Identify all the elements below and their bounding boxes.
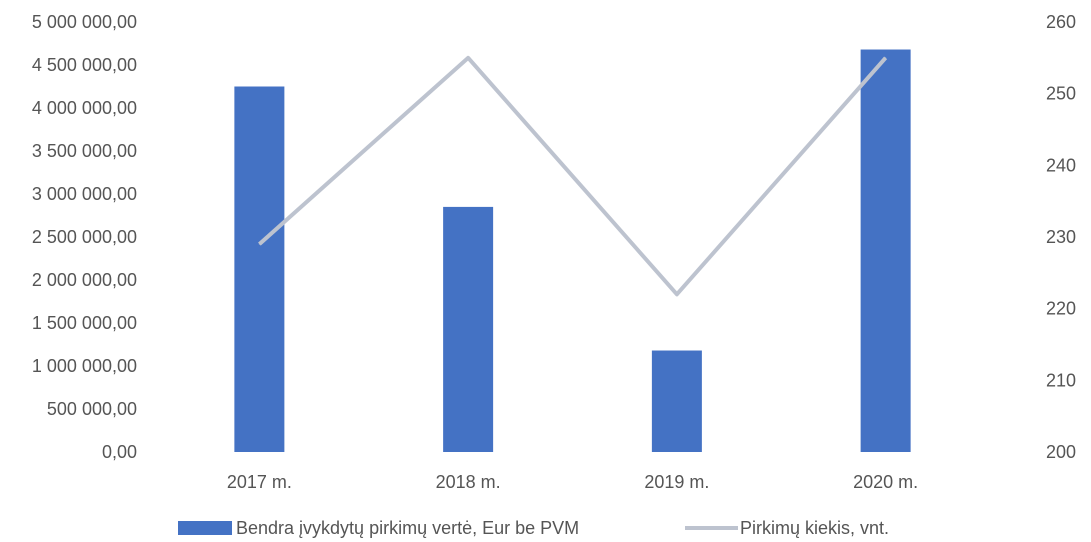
y2-tick-label: 250 (1046, 84, 1076, 104)
y-tick-label: 0,00 (102, 442, 137, 462)
category-axis-ticks: 2017 m. 2018 m. 2019 m. 2020 m. (227, 472, 918, 492)
bar (651, 350, 702, 452)
y-tick-label: 1 000 000,00 (32, 356, 137, 376)
y-tick-label: 3 500 000,00 (32, 141, 137, 161)
y2-tick-label: 260 (1046, 12, 1076, 32)
y-tick-label: 3 000 000,00 (32, 184, 137, 204)
left-axis-ticks: 0,00 500 000,00 1 000 000,00 1 500 000,00 2 … (32, 12, 137, 462)
y-tick-label: 500 000,00 (47, 399, 137, 419)
y-tick-label: 2 500 000,00 (32, 227, 137, 247)
y2-tick-label: 220 (1046, 299, 1076, 319)
bar-series (234, 49, 911, 453)
line-series (258, 55, 888, 297)
line-point (258, 243, 260, 245)
y2-tick-label: 230 (1046, 227, 1076, 247)
y-tick-label: 4 500 000,00 (32, 55, 137, 75)
legend: Bendra įvykdytų pirkimų vertė, Eur be PV… (178, 518, 889, 538)
x-tick-label: 2020 m. (853, 472, 918, 492)
line-point (676, 293, 678, 295)
x-tick-label: 2019 m. (644, 472, 709, 492)
line-point (467, 57, 469, 59)
bar (234, 86, 285, 452)
x-tick-label: 2018 m. (436, 472, 501, 492)
legend-label-bar: Bendra įvykdytų pirkimų vertė, Eur be PV… (236, 518, 579, 538)
series-line (258, 55, 888, 297)
y2-tick-label: 200 (1046, 442, 1076, 462)
y2-tick-label: 240 (1046, 155, 1076, 175)
y-tick-label: 5 000 000,00 (32, 12, 137, 32)
y2-tick-label: 210 (1046, 370, 1076, 390)
y-tick-label: 2 000 000,00 (32, 270, 137, 290)
y-tick-label: 1 500 000,00 (32, 313, 137, 333)
bar (443, 206, 494, 452)
line-point (885, 57, 887, 59)
bar (860, 49, 911, 453)
legend-swatch-bar (178, 521, 232, 535)
x-tick-label: 2017 m. (227, 472, 292, 492)
y-tick-label: 4 000 000,00 (32, 98, 137, 118)
legend-label-line: Pirkimų kiekis, vnt. (740, 518, 889, 538)
right-axis-ticks: 200 210 220 230 240 250 260 (1046, 12, 1076, 462)
